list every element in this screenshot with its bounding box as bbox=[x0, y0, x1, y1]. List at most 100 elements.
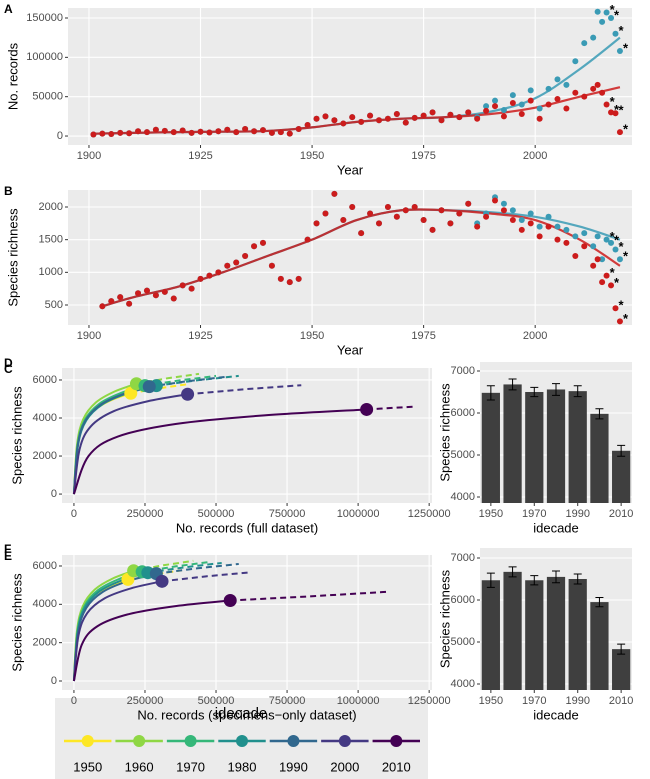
plot-background bbox=[62, 555, 432, 690]
extrapolation-line bbox=[156, 562, 239, 575]
legend-label: 1980 bbox=[228, 759, 257, 774]
point bbox=[483, 213, 490, 220]
point bbox=[152, 292, 159, 299]
x-tick-label: 1950 bbox=[479, 508, 503, 520]
x-tick-label: 1970 bbox=[522, 695, 546, 707]
point bbox=[188, 285, 195, 292]
point bbox=[590, 243, 597, 250]
legend-dot bbox=[390, 735, 403, 747]
x-tick-label: 1990 bbox=[565, 508, 589, 520]
point bbox=[483, 107, 490, 114]
bar bbox=[503, 571, 522, 690]
point bbox=[313, 115, 320, 122]
x-axis-title: idecade bbox=[533, 707, 579, 722]
legend-dot bbox=[184, 735, 197, 747]
annotation: * bbox=[618, 103, 624, 118]
x-tick-label: 250000 bbox=[127, 695, 164, 707]
annotation: * bbox=[618, 23, 624, 38]
bar bbox=[612, 649, 631, 690]
legend-label: 1970 bbox=[176, 759, 205, 774]
y-tick-label: 5000 bbox=[451, 636, 475, 648]
y-tick-label: 4000 bbox=[451, 678, 475, 690]
legend-dot bbox=[236, 735, 248, 747]
error-bar bbox=[486, 572, 495, 588]
point bbox=[233, 129, 240, 136]
bar bbox=[568, 391, 587, 503]
point bbox=[143, 129, 150, 136]
x-tick-label: 1925 bbox=[188, 150, 212, 162]
x-tick-label: 1975 bbox=[411, 150, 435, 162]
annotation: * bbox=[623, 311, 629, 326]
error-bar bbox=[617, 444, 626, 457]
y-axis-title: Species richness bbox=[437, 569, 452, 668]
point bbox=[259, 127, 266, 134]
extrapolation-line bbox=[161, 571, 251, 583]
y-tick-label: 6000 bbox=[33, 374, 57, 386]
x-tick-label: 2000 bbox=[523, 330, 547, 342]
point bbox=[251, 243, 258, 250]
point bbox=[509, 217, 516, 224]
annotation: * bbox=[614, 232, 620, 247]
plot-background bbox=[68, 190, 632, 325]
point bbox=[572, 89, 579, 96]
point bbox=[438, 207, 445, 214]
point bbox=[161, 288, 168, 295]
x-tick-label: 2000 bbox=[523, 150, 547, 162]
point bbox=[616, 318, 623, 325]
observed-point bbox=[223, 593, 237, 607]
point bbox=[126, 300, 133, 307]
legend-label: 1990 bbox=[279, 759, 308, 774]
point bbox=[402, 119, 409, 126]
point bbox=[215, 128, 222, 135]
point bbox=[429, 109, 436, 116]
bar bbox=[481, 392, 500, 503]
point bbox=[224, 126, 231, 133]
point bbox=[554, 96, 561, 103]
point bbox=[603, 236, 610, 243]
point bbox=[581, 243, 588, 250]
point bbox=[322, 210, 329, 217]
x-tick-label: 500000 bbox=[198, 508, 235, 520]
point bbox=[295, 275, 302, 282]
x-tick-label: 1990 bbox=[565, 695, 589, 707]
point bbox=[527, 97, 534, 104]
error-bar bbox=[530, 386, 539, 398]
x-axis-title: idecade bbox=[533, 520, 579, 535]
point bbox=[554, 223, 561, 230]
point bbox=[152, 126, 159, 133]
point bbox=[420, 112, 427, 119]
point bbox=[367, 112, 374, 119]
point bbox=[313, 220, 320, 227]
point bbox=[545, 85, 552, 92]
point bbox=[474, 223, 481, 230]
point bbox=[603, 272, 610, 279]
annotation: * bbox=[610, 265, 616, 280]
point bbox=[527, 210, 534, 217]
point bbox=[608, 239, 615, 246]
panel-label: E bbox=[4, 549, 12, 563]
point bbox=[393, 213, 400, 220]
point bbox=[608, 109, 615, 116]
point bbox=[340, 217, 347, 224]
point bbox=[438, 117, 445, 124]
legend-label: 2000 bbox=[330, 759, 359, 774]
error-bar bbox=[552, 570, 560, 584]
error-bar bbox=[508, 566, 517, 578]
point bbox=[456, 114, 463, 121]
point bbox=[500, 207, 507, 214]
annotation: * bbox=[610, 229, 616, 244]
point bbox=[224, 262, 231, 269]
point bbox=[411, 114, 418, 121]
point bbox=[179, 282, 186, 289]
point bbox=[170, 129, 177, 136]
point bbox=[179, 127, 186, 134]
point bbox=[612, 30, 619, 37]
point bbox=[545, 213, 552, 220]
point bbox=[135, 128, 142, 135]
point bbox=[242, 252, 249, 259]
point bbox=[251, 128, 258, 135]
point bbox=[286, 130, 293, 137]
y-tick-label: 2000 bbox=[33, 450, 57, 462]
point bbox=[563, 226, 570, 233]
x-axis-title: No. records (specimens−only dataset) bbox=[137, 707, 356, 722]
